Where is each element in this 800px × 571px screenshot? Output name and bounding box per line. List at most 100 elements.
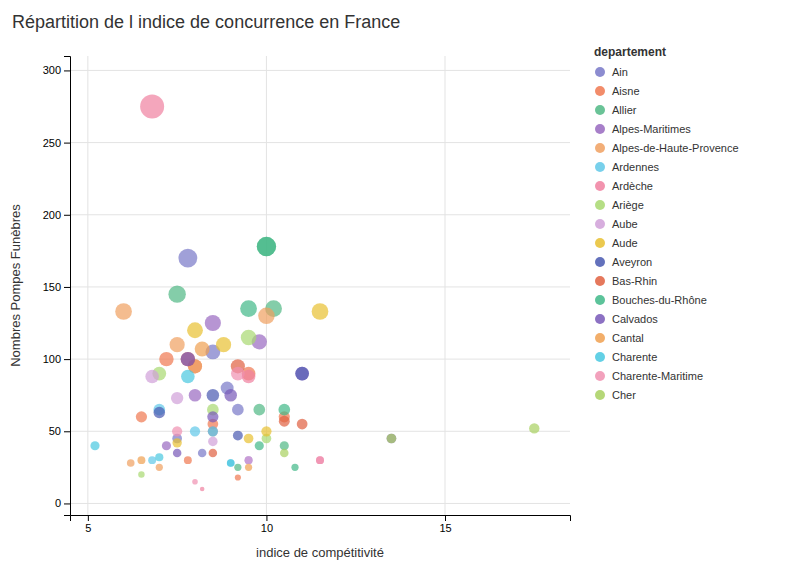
series — [148, 404, 234, 467]
bubble — [192, 479, 198, 485]
series — [168, 237, 288, 471]
tick: 200 — [43, 209, 70, 221]
legend-label: Charente-Maritime — [612, 370, 703, 382]
tick-label: 100 — [43, 353, 61, 365]
bubble — [172, 426, 182, 436]
bubble — [235, 474, 241, 480]
bubble — [198, 449, 207, 458]
bubble — [387, 434, 397, 444]
x-axis: 5 10 15 — [71, 515, 571, 534]
bubble — [208, 426, 218, 436]
series — [137, 342, 252, 471]
legend-swatch — [595, 276, 605, 286]
legend-label: Bouches-du-Rhône — [612, 294, 707, 306]
legend-swatch — [595, 352, 605, 362]
bubble — [207, 389, 220, 402]
bubble — [173, 449, 182, 458]
tick: 100 — [43, 353, 70, 365]
series — [136, 352, 290, 481]
tick-label: 10 — [261, 522, 273, 534]
grid-line — [70, 70, 570, 71]
legend-label: Charente — [612, 351, 657, 363]
legend-swatch — [595, 67, 605, 77]
tick: 300 — [43, 64, 70, 76]
legend-item: Bas-Rhin — [595, 275, 657, 287]
bubble — [312, 303, 329, 320]
tick-mark — [445, 515, 446, 521]
bubble — [205, 315, 221, 331]
series — [90, 370, 234, 467]
bubble — [127, 459, 135, 467]
legend-item: Calvados — [595, 313, 658, 325]
axis-line — [71, 516, 571, 522]
grid-line — [87, 56, 88, 515]
bubble — [159, 352, 173, 366]
legend-swatch — [595, 238, 605, 248]
points — [90, 95, 539, 492]
bubble — [316, 456, 324, 464]
bubble — [291, 464, 298, 471]
bubble — [187, 322, 203, 338]
grid-line — [445, 56, 446, 515]
tick-label: 5 — [85, 522, 91, 534]
y-axis-title: Nombres Pompes Funèbres — [8, 204, 23, 367]
bubble — [181, 352, 195, 366]
tick: 10 — [261, 515, 273, 534]
legend-label: Ain — [612, 66, 628, 78]
legend-label: Ardennes — [612, 161, 660, 173]
legend-label: Allier — [612, 104, 637, 116]
bubble — [234, 464, 241, 471]
bubble — [257, 237, 276, 256]
legend-swatch — [595, 371, 605, 381]
bubble — [253, 404, 265, 416]
tick-mark — [64, 359, 70, 360]
tick-label: 15 — [439, 522, 451, 534]
bubble — [316, 456, 324, 464]
grid-line — [266, 56, 267, 515]
tick: 250 — [43, 137, 70, 149]
axis-line — [64, 57, 71, 516]
bubble — [295, 367, 309, 381]
legend-item: Ardèche — [595, 180, 653, 192]
legend-swatch — [595, 143, 605, 153]
legend-swatch — [595, 124, 605, 134]
grid-line — [70, 214, 570, 215]
bubble — [90, 441, 99, 450]
tick: 150 — [43, 281, 70, 293]
bubble — [232, 404, 244, 416]
series — [138, 330, 271, 478]
grid-line — [70, 142, 570, 143]
bubble — [278, 404, 290, 416]
legend-label: Cantal — [612, 332, 644, 344]
tick-mark — [64, 431, 70, 432]
bubble — [209, 449, 218, 458]
plot: 51015050100150200250300 — [43, 56, 571, 534]
bubble — [200, 487, 205, 492]
bubble — [216, 337, 231, 352]
bubble — [171, 392, 183, 404]
legend-label: Aisne — [612, 85, 640, 97]
bubble — [224, 389, 237, 402]
legend-item: Alpes-de-Haute-Provence — [595, 142, 739, 154]
legend-label: Aude — [612, 237, 638, 249]
grid-line — [70, 503, 570, 504]
legend-swatch — [595, 181, 605, 191]
bubble — [136, 411, 147, 422]
bubble — [261, 426, 271, 436]
legend: departementAinAisneAllierAlpes-Maritimes… — [594, 45, 739, 401]
legend-item: Cantal — [595, 332, 644, 344]
legend-label: Bas-Rhin — [612, 275, 657, 287]
bubble — [162, 441, 171, 450]
tick: 5 — [85, 515, 91, 534]
series — [140, 95, 324, 492]
tick-mark — [64, 503, 70, 504]
tick: 15 — [439, 515, 451, 534]
tick-mark — [64, 287, 70, 288]
series — [162, 315, 309, 464]
series — [181, 352, 308, 457]
bubble — [172, 438, 181, 447]
bubble — [387, 434, 397, 444]
bubble — [295, 367, 309, 381]
legend-swatch — [595, 200, 605, 210]
tick: 0 — [55, 497, 70, 509]
